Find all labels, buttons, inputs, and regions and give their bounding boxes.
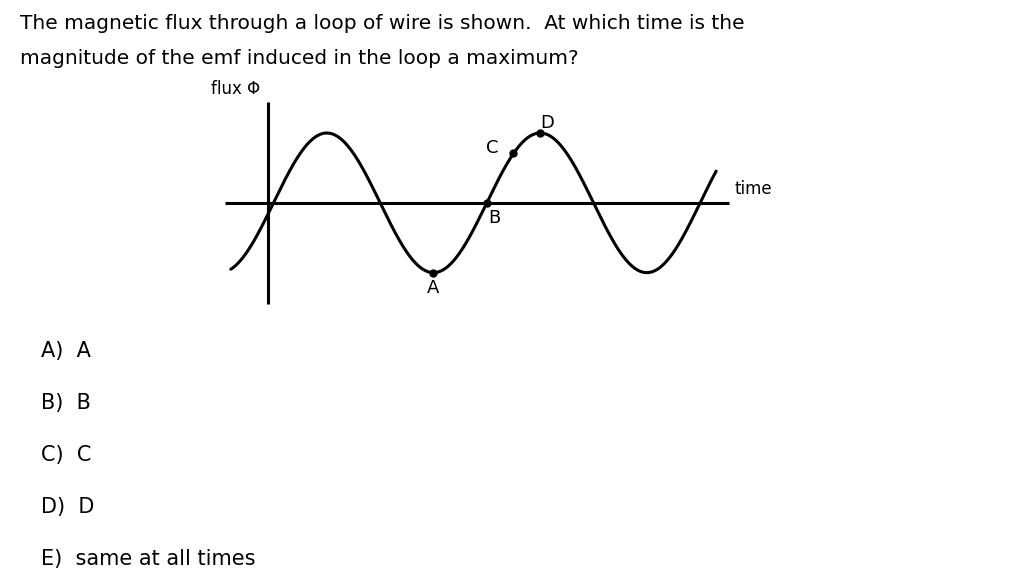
Text: The magnetic flux through a loop of wire is shown.  At which time is the: The magnetic flux through a loop of wire… <box>20 14 745 33</box>
Text: A: A <box>427 279 439 297</box>
Text: E)  same at all times: E) same at all times <box>41 549 255 569</box>
Text: C: C <box>486 139 499 157</box>
Text: B: B <box>488 209 501 227</box>
Text: C)  C: C) C <box>41 445 91 465</box>
Text: flux Φ: flux Φ <box>211 80 260 98</box>
Text: B)  B: B) B <box>41 393 91 413</box>
Text: D: D <box>541 113 555 131</box>
Text: D)  D: D) D <box>41 497 94 517</box>
Text: time: time <box>734 180 772 198</box>
Text: A)  A: A) A <box>41 342 91 361</box>
Text: magnitude of the emf induced in the loop a maximum?: magnitude of the emf induced in the loop… <box>20 49 580 68</box>
